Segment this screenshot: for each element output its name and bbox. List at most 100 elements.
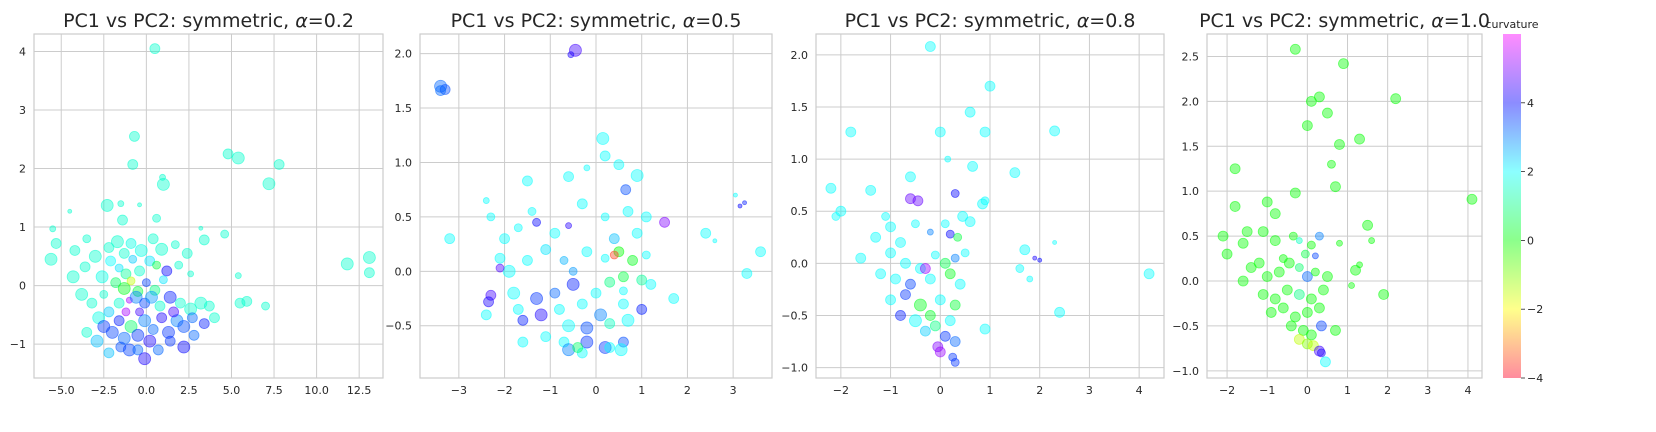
data-point — [117, 214, 128, 226]
data-point — [618, 271, 629, 283]
data-point — [512, 304, 524, 315]
data-point — [914, 298, 927, 312]
data-point — [340, 257, 354, 271]
data-point — [737, 203, 743, 209]
y-tick-label: −0.5 — [1172, 320, 1199, 333]
data-point — [495, 263, 505, 273]
data-point — [1241, 226, 1253, 237]
data-point — [168, 306, 180, 318]
x-tick-label: 0 — [1304, 384, 1311, 397]
data-point — [126, 276, 136, 286]
data-point — [620, 184, 632, 196]
data-point — [924, 310, 936, 321]
data-point — [1289, 311, 1301, 323]
data-point — [103, 306, 115, 318]
data-point — [977, 198, 988, 210]
data-point — [1037, 257, 1043, 263]
data-point — [549, 227, 561, 239]
data-point — [198, 225, 204, 231]
data-point — [1327, 159, 1336, 169]
data-point — [1301, 338, 1313, 350]
data-point — [619, 286, 628, 296]
data-point — [1285, 320, 1297, 332]
data-point — [831, 212, 841, 221]
data-point — [1316, 320, 1327, 332]
data-point — [198, 234, 210, 246]
x-tick-label: −3 — [451, 384, 467, 397]
data-point — [530, 292, 543, 305]
data-point — [105, 325, 119, 339]
data-point — [979, 126, 991, 138]
data-point — [480, 309, 492, 321]
data-point — [88, 249, 102, 263]
data-point — [220, 229, 230, 239]
data-point — [129, 290, 143, 304]
data-point — [507, 286, 521, 300]
data-point — [580, 321, 594, 335]
data-point — [132, 344, 144, 356]
data-point — [1338, 58, 1349, 70]
data-point — [929, 320, 941, 332]
data-point — [1307, 340, 1319, 352]
data-point — [558, 336, 570, 348]
data-point — [486, 212, 496, 222]
x-tick-label: −2 — [1219, 384, 1235, 397]
data-point — [69, 245, 81, 256]
data-point — [67, 208, 73, 214]
x-tick-label: 4 — [1136, 384, 1143, 397]
data-point — [1314, 302, 1325, 314]
data-point — [576, 347, 588, 359]
data-point — [44, 252, 58, 266]
data-point — [659, 216, 670, 228]
data-point — [111, 235, 124, 249]
data-point — [984, 80, 996, 92]
data-point — [483, 296, 494, 308]
data-point — [1052, 240, 1058, 245]
data-point — [566, 277, 580, 291]
data-point — [596, 132, 610, 145]
data-point — [636, 304, 648, 315]
data-point — [622, 206, 634, 217]
colorbar-tick-label: −2 — [1527, 303, 1543, 316]
data-point — [149, 43, 161, 55]
data-point — [125, 296, 133, 304]
data-point — [954, 278, 966, 290]
y-tick-label: 0.0 — [395, 265, 413, 278]
data-point — [924, 273, 936, 285]
data-point — [144, 255, 156, 267]
data-point — [534, 308, 548, 322]
y-tick-label: 2.5 — [1182, 50, 1200, 63]
x-tick-label: −2 — [833, 384, 849, 397]
data-point — [900, 289, 911, 301]
title-alpha: α — [1431, 10, 1444, 32]
data-point — [636, 274, 648, 286]
data-point — [485, 289, 497, 301]
y-tick-label: 0.0 — [791, 257, 809, 270]
data-point — [152, 344, 164, 356]
data-point — [741, 268, 753, 279]
data-point — [563, 171, 574, 183]
title-text: PC1 vs PC2: symmetric, — [1199, 10, 1431, 32]
y-tick-label: 1.5 — [395, 102, 413, 115]
data-point — [49, 225, 57, 233]
data-point — [175, 297, 186, 309]
data-point — [234, 272, 242, 280]
data-point — [912, 195, 924, 207]
x-tick-label: 3 — [1424, 384, 1431, 397]
data-point — [1390, 93, 1402, 105]
data-point — [540, 244, 552, 255]
data-point — [138, 352, 152, 366]
data-point — [1293, 333, 1305, 345]
data-point — [81, 326, 93, 338]
title-value: =0.8 — [1089, 10, 1135, 32]
x-tick-label: 2 — [1384, 384, 1391, 397]
data-point — [517, 336, 529, 348]
subplot-title: PC1 vs PC2: symmetric, α=0.2 — [63, 10, 354, 32]
data-point — [75, 287, 89, 301]
data-point — [135, 307, 144, 317]
axes-frame — [815, 33, 1165, 379]
axes-frame — [33, 33, 384, 379]
data-point — [594, 308, 607, 322]
data-point — [700, 227, 712, 239]
data-point — [155, 242, 169, 256]
